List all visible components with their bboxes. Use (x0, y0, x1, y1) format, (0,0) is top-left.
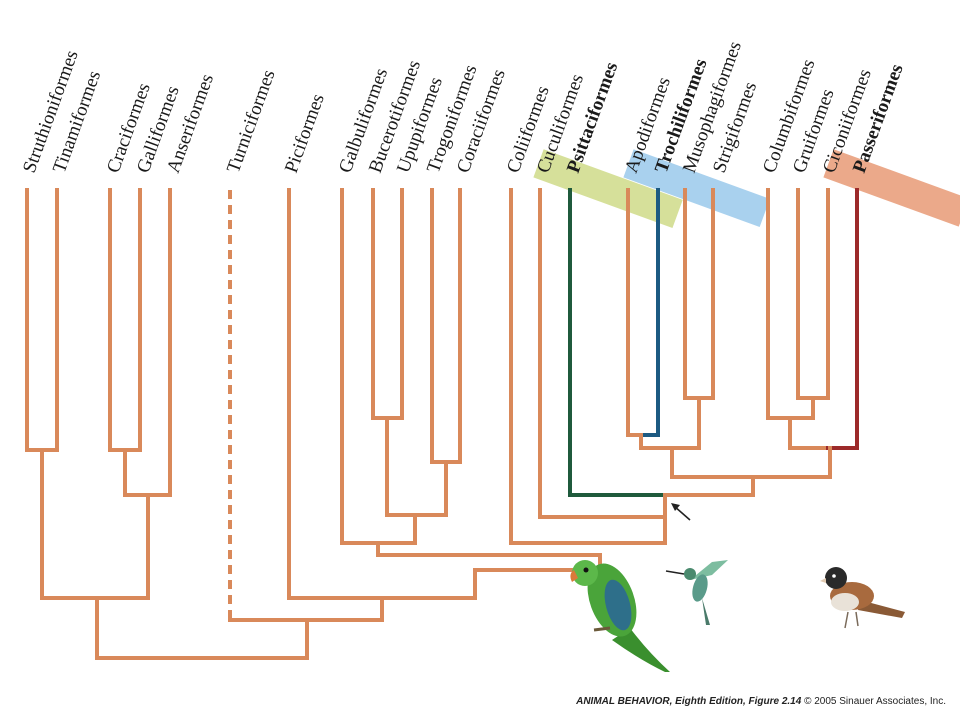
credit-copyright: © 2005 Sinauer Associates, Inc. (804, 696, 946, 707)
label-piciformes: Piciformes (281, 91, 329, 176)
branch-galbuli-join (340, 188, 417, 545)
branch-basal-join (40, 448, 150, 600)
branch-colii-cuculi (509, 188, 667, 545)
branch-cuculiformes (538, 188, 667, 519)
psittaciformes-highlight (533, 149, 683, 229)
trochiliformes-highlight (623, 149, 770, 228)
branch-turnici-join (228, 596, 384, 622)
credit-book: ANIMAL BEHAVIOR, Eighth Edition, Figure … (576, 696, 802, 707)
branch-psittaciformes (568, 188, 667, 497)
hummingbird-illustration (665, 560, 728, 625)
figure-credit: ANIMAL BEHAVIOR, Eighth Edition, Figure … (576, 696, 946, 707)
branch-right-join (670, 446, 832, 479)
parrot-illustration (570, 560, 670, 672)
sparrow-illustration (820, 567, 905, 629)
tree-branches (25, 188, 859, 660)
branch-cracid-galli (108, 188, 142, 452)
passeriformes-highlight (823, 149, 960, 227)
branch-neoaves-join (663, 475, 755, 497)
branch-trogon-coracii (430, 188, 462, 464)
branch-piciformes (287, 188, 477, 600)
branch-trochiliformes (641, 188, 660, 437)
branch-root (95, 596, 309, 660)
highlight-boxes (533, 149, 960, 229)
branch-columbi-join (766, 188, 815, 420)
label-turniciformes: Turniciformes (223, 67, 280, 176)
branch-coraciae (385, 416, 448, 517)
arrow-icon (671, 503, 691, 521)
branch-mid-join (376, 541, 602, 572)
branch-apod-strig-join (639, 396, 701, 450)
branch-muso-strigi (683, 188, 715, 400)
branch-apodiformes (626, 188, 647, 437)
branch-columbi-passer (788, 416, 832, 450)
branch-struthio-tinamou (25, 188, 59, 452)
branch-bucero-upupa (371, 188, 404, 420)
branch-grui-ciconii (796, 188, 830, 400)
taxon-labels: Struthioniformes Tinamiformes Craciforme… (19, 39, 908, 176)
branch-passeriformes (826, 188, 859, 450)
